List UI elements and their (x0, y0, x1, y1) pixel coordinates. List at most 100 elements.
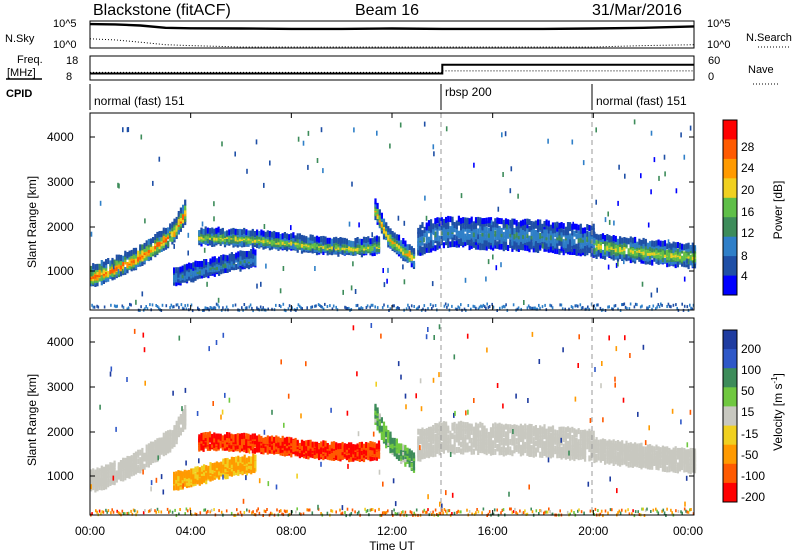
data-cell (365, 306, 368, 309)
data-cell (651, 307, 653, 311)
data-cell (592, 228, 595, 235)
data-cell (658, 305, 661, 309)
data-cell (554, 238, 557, 245)
data-cell (470, 224, 473, 231)
data-cell (653, 255, 656, 262)
data-cell (614, 304, 617, 308)
data-cell (631, 247, 634, 254)
data-cell (296, 236, 299, 243)
data-cell (167, 430, 170, 437)
data-cell (547, 138, 549, 144)
data-cell (245, 251, 248, 257)
data-cell (238, 228, 242, 235)
data-cell (250, 456, 253, 463)
data-cell (670, 305, 672, 309)
data-cell (371, 238, 374, 245)
data-cell (560, 240, 563, 247)
data-cell (200, 473, 204, 480)
data-cell (228, 459, 231, 466)
data-cell (485, 432, 488, 439)
data-cell (307, 237, 310, 244)
data-cell (305, 440, 308, 447)
data-cell (192, 268, 195, 275)
data-cell (573, 223, 576, 230)
data-cell (575, 233, 578, 240)
data-cell (492, 449, 495, 456)
data-cell (621, 237, 624, 244)
data-cell (107, 475, 110, 482)
data-cell (217, 234, 220, 241)
data-cell (492, 427, 495, 433)
data-cell (650, 130, 653, 136)
data-cell (243, 454, 246, 461)
data-cell (177, 416, 180, 423)
data-cell (373, 246, 376, 253)
data-cell (421, 441, 424, 447)
data-cell (494, 442, 497, 449)
data-cell (541, 227, 544, 234)
data-cell (413, 305, 415, 308)
data-cell (412, 452, 416, 459)
data-cell (502, 437, 505, 444)
data-cell (328, 237, 331, 244)
data-cell (479, 236, 482, 243)
data-cell (509, 219, 512, 226)
colorbar-swatch (723, 197, 737, 218)
data-cell (607, 305, 609, 309)
data-cell (550, 304, 553, 308)
data-cell (402, 453, 405, 460)
data-cell (196, 266, 199, 272)
data-cell (475, 306, 477, 310)
data-cell (252, 247, 255, 254)
data-cell (204, 306, 207, 310)
data-cell (237, 455, 240, 462)
data-cell (486, 302, 488, 306)
data-cell (687, 249, 690, 256)
data-cell (460, 193, 463, 199)
data-cell (545, 440, 548, 447)
data-cell (562, 239, 565, 246)
data-cell (354, 451, 357, 458)
data-cell (130, 459, 133, 466)
data-cell (492, 254, 494, 260)
data-cell (335, 452, 338, 459)
data-cell (496, 231, 499, 238)
data-cell (203, 268, 206, 275)
data-cell (425, 246, 428, 253)
data-cell (633, 119, 636, 125)
data-cell (666, 305, 668, 308)
data-cell (500, 237, 503, 244)
data-cell (599, 306, 602, 310)
data-cell (406, 247, 409, 254)
data-cell (618, 164, 620, 170)
data-cell (444, 302, 447, 306)
data-cell (298, 236, 301, 243)
data-cell (530, 445, 533, 452)
data-cell (117, 462, 120, 469)
data-cell (489, 217, 493, 224)
data-cell (171, 235, 174, 242)
data-cell (433, 151, 435, 157)
data-cell (588, 241, 591, 248)
data-cell (206, 227, 209, 234)
data-cell (579, 247, 582, 254)
data-cell (369, 238, 372, 245)
data-cell (481, 305, 483, 309)
data-cell (275, 235, 278, 242)
data-cell (577, 230, 580, 237)
data-cell (318, 236, 321, 243)
data-cell (438, 442, 441, 449)
data-cell (477, 236, 480, 243)
data-cell (228, 432, 231, 439)
data-cell (639, 305, 642, 309)
data-cell (622, 303, 624, 306)
data-cell (128, 466, 131, 473)
data-cell (534, 220, 537, 227)
data-cell (380, 212, 383, 219)
data-cell (532, 246, 535, 253)
data-cell (655, 256, 658, 263)
data-cell (640, 239, 643, 246)
data-cell (636, 250, 639, 257)
data-cell (472, 235, 475, 242)
data-cell (113, 259, 116, 266)
